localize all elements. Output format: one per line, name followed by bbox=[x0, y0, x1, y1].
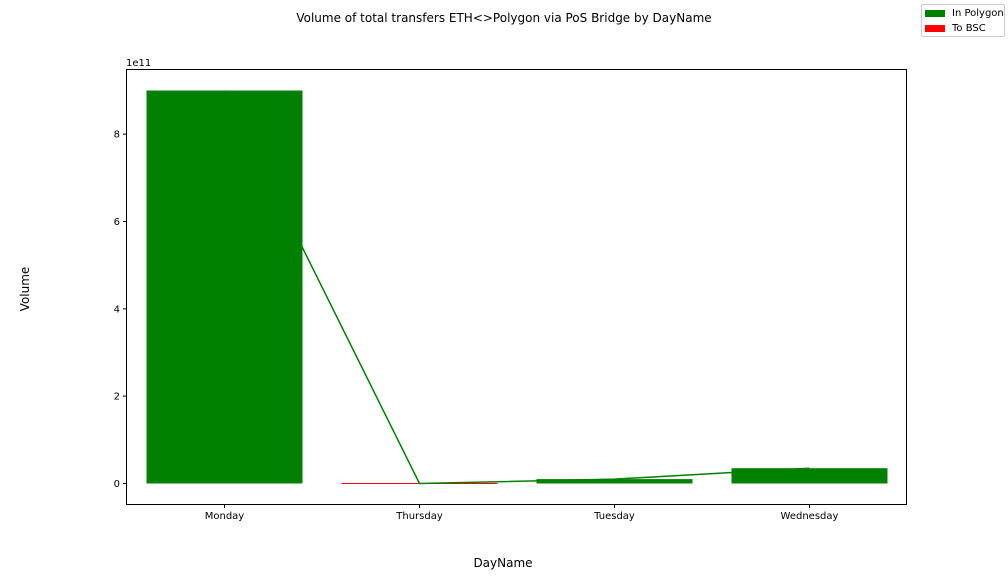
bar-in-polygon-tuesday bbox=[536, 479, 693, 484]
legend-label-in-polygon: In Polygon bbox=[952, 8, 1004, 19]
legend-swatch-in-polygon bbox=[925, 10, 945, 17]
y-axis-label: Volume bbox=[18, 267, 32, 312]
plot-frame bbox=[126, 69, 907, 505]
legend: In Polygon To BSC bbox=[921, 4, 1005, 37]
x-tick-label-thursday: Thursday bbox=[395, 511, 443, 522]
y-tick-label-0: 0 bbox=[114, 479, 120, 490]
y-tick-label-2: 4 bbox=[114, 304, 120, 315]
legend-label-to-bsc: To BSC bbox=[952, 23, 986, 34]
y-tick-label-3: 6 bbox=[114, 217, 120, 228]
x-tick-label-wednesday: Wednesday bbox=[781, 511, 839, 522]
legend-item-to-bsc: To BSC bbox=[925, 23, 986, 34]
plot-area: 0 2 4 6 8 Monday Thursday Tuesday Wednesday bbox=[114, 90, 888, 522]
legend-swatch-to-bsc bbox=[925, 25, 945, 32]
y-tick-label-4: 8 bbox=[114, 130, 120, 141]
bar-in-polygon-monday bbox=[146, 90, 303, 484]
chart-title: Volume of total transfers ETH<>Polygon v… bbox=[296, 11, 711, 25]
x-axis-label: DayName bbox=[473, 556, 532, 570]
x-tick-label-monday: Monday bbox=[205, 511, 245, 522]
y-tick-label-1: 2 bbox=[114, 392, 120, 403]
legend-item-in-polygon: In Polygon bbox=[925, 8, 1004, 19]
bar-in-polygon-wednesday bbox=[731, 468, 888, 484]
y-offset-text: 1e11 bbox=[126, 58, 151, 69]
trend-line bbox=[223, 90, 810, 485]
x-tick-label-tuesday: Tuesday bbox=[593, 511, 635, 522]
